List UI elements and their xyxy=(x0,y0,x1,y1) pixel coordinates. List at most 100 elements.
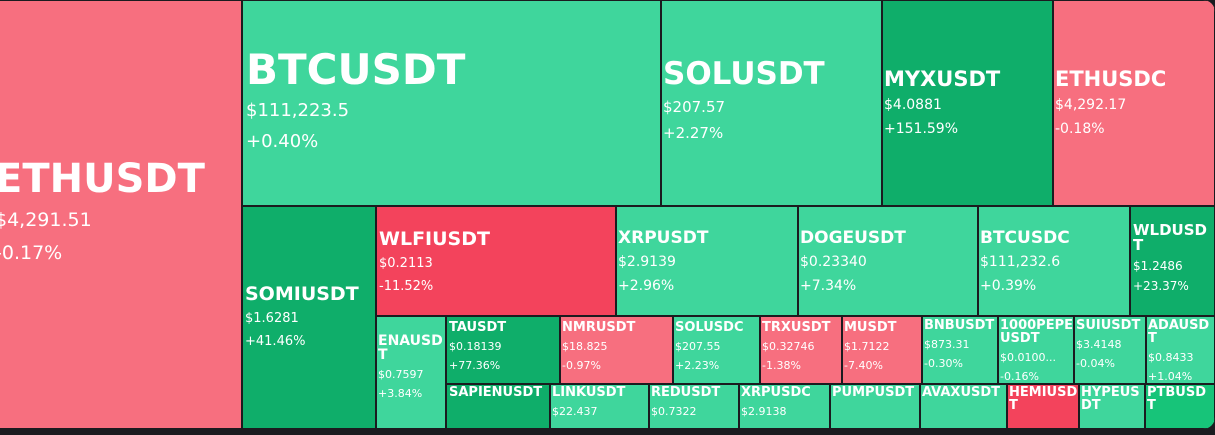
tile-price: $111,223.5 xyxy=(246,100,350,121)
tile-symbol: DOGEUSDT xyxy=(800,228,906,248)
tile-change: -0.97% xyxy=(562,359,601,373)
tile-price: $207.55 xyxy=(675,340,721,353)
tile-symbol: BTCUSDT xyxy=(246,45,466,94)
tile-symbol: WLFIUSDT xyxy=(379,228,490,250)
tile-change: -7.40% xyxy=(844,359,883,373)
tile-symbol: SUIUSDT xyxy=(1076,318,1141,333)
tile-price: $0.23340 xyxy=(800,254,867,270)
tile-trxusdt[interactable]: TRXUSDT $0.32746 -1.38% xyxy=(760,316,842,384)
tile-symbol: 1000PEPEUSDT xyxy=(1000,318,1073,346)
tile-price: $0.18139 xyxy=(449,340,502,353)
tile-change: +0.39% xyxy=(980,277,1037,294)
tile-price: $1.2486 xyxy=(1133,259,1183,273)
tile-change: -0.30% xyxy=(924,357,963,371)
tile-btcusdt[interactable]: BTCUSDT $111,223.5 +0.40% xyxy=(242,0,661,206)
tile-symbol: BNBUSDT xyxy=(924,318,995,333)
tile-price: $111,232.6 xyxy=(980,254,1061,270)
tile-tausdt[interactable]: TAUSDT $0.18139 +77.36% xyxy=(446,316,560,384)
tile-price: $1.6281 xyxy=(245,311,299,326)
tile-symbol: NMRUSDT xyxy=(562,320,636,335)
tile-price: $873.31 xyxy=(924,338,970,351)
tile-solusdc[interactable]: SOLUSDC $207.55 +2.23% xyxy=(673,316,760,384)
tile-symbol: TAUSDT xyxy=(449,320,507,335)
tile-symbol: ETHUSDT xyxy=(0,156,205,202)
tile-change: +2.23% xyxy=(675,359,720,373)
tile-price: $0.0100... xyxy=(1000,351,1056,364)
tile-symbol: SOMIUSDT xyxy=(245,283,359,305)
tile-change: -1.38% xyxy=(762,359,801,373)
tile-change: -0.17% xyxy=(0,241,63,264)
tile-hypeusdt[interactable]: HYPEUSDT xyxy=(1079,384,1145,429)
tile-change: -0.04% xyxy=(1076,357,1115,371)
tile-linkusdt[interactable]: LINKUSDT $22.437 xyxy=(550,384,649,429)
tile-adausdt[interactable]: ADAUSDT $0.8433 +1.04% xyxy=(1146,316,1215,384)
tile-1000pepeusdt[interactable]: 1000PEPEUSDT $0.0100... -0.16% xyxy=(998,316,1074,384)
tile-musdt[interactable]: MUSDT $1.7122 -7.40% xyxy=(842,316,922,384)
tile-symbol: ADAUSDT xyxy=(1148,318,1210,346)
tile-btcusdc[interactable]: BTCUSDC $111,232.6 +0.39% xyxy=(978,206,1130,316)
tile-myxusdt[interactable]: MYXUSDT $4.0881 +151.59% xyxy=(882,0,1053,206)
tile-symbol: HYPEUSDT xyxy=(1081,385,1140,413)
tile-change: +2.27% xyxy=(663,124,724,142)
tile-symbol: SAPIENUSDT xyxy=(449,385,543,400)
tile-ptbusdt[interactable]: PTBUSDT xyxy=(1145,384,1215,429)
tile-price: $0.2113 xyxy=(379,256,433,271)
tile-somiusdt[interactable]: SOMIUSDT $1.6281 +41.46% xyxy=(242,206,376,429)
tile-symbol: AVAXUSDT xyxy=(922,385,1001,400)
tile-symbol: ENAUSDT xyxy=(378,333,443,363)
tile-avaxusdt[interactable]: AVAXUSDT xyxy=(920,384,1007,429)
tile-symbol: XRPUSDT xyxy=(618,228,709,248)
tile-wlfiusdt[interactable]: WLFIUSDT $0.2113 -11.52% xyxy=(376,206,616,316)
tile-change: +2.96% xyxy=(618,277,675,294)
tile-symbol: SOLUSDC xyxy=(675,320,744,335)
tile-solusdt[interactable]: SOLUSDT $207.57 +2.27% xyxy=(661,0,882,206)
tile-symbol: REDUSDT xyxy=(651,385,721,400)
tile-symbol: MYXUSDT xyxy=(884,67,1001,91)
tile-dogeusdt[interactable]: DOGEUSDT $0.23340 +7.34% xyxy=(798,206,978,316)
tile-symbol: ETHUSDC xyxy=(1055,67,1167,91)
tile-ethusdc[interactable]: ETHUSDC $4,292.17 -0.18% xyxy=(1053,0,1215,206)
tile-price: $1.7122 xyxy=(844,340,890,353)
tile-change: -0.16% xyxy=(1000,370,1039,384)
tile-change: +77.36% xyxy=(449,359,501,373)
tile-xrpusdt[interactable]: XRPUSDT $2.9139 +2.96% xyxy=(616,206,798,316)
tile-suiusdt[interactable]: SUIUSDT $3.4148 -0.04% xyxy=(1074,316,1146,384)
tile-price: $0.8433 xyxy=(1148,351,1194,364)
tile-price: $2.9139 xyxy=(618,254,676,270)
tile-hemiusdt[interactable]: HEMIUSDT xyxy=(1007,384,1079,429)
tile-ethusdt[interactable]: ETHUSDT $4,291.51 -0.17% xyxy=(0,0,242,429)
tile-pumpusdt[interactable]: PUMPUSDT xyxy=(830,384,920,429)
tile-price: $4,292.17 xyxy=(1055,97,1127,113)
tile-price: $3.4148 xyxy=(1076,338,1122,351)
tile-redusdt[interactable]: REDUSDT $0.7322 xyxy=(649,384,739,429)
tile-price: $207.57 xyxy=(663,98,726,116)
tile-price: $4,291.51 xyxy=(0,209,92,231)
tile-price: $0.7322 xyxy=(651,405,697,418)
tile-symbol: PUMPUSDT xyxy=(832,385,915,400)
tile-change: -11.52% xyxy=(379,278,434,294)
tile-nmrusdt[interactable]: NMRUSDT $18.825 -0.97% xyxy=(560,316,673,384)
tile-symbol: BTCUSDC xyxy=(980,228,1070,248)
tile-sapienusdt[interactable]: SAPIENUSDT xyxy=(446,384,550,429)
tile-xrpusdc[interactable]: XRPUSDC $2.9138 xyxy=(739,384,830,429)
tile-price: $0.32746 xyxy=(762,340,815,353)
tile-price: $18.825 xyxy=(562,340,608,353)
tile-change: +151.59% xyxy=(884,120,959,137)
tile-symbol: TRXUSDT xyxy=(762,320,831,335)
tile-price: $0.7597 xyxy=(378,368,424,381)
tile-wldusdt[interactable]: WLDUSDT $1.2486 +23.37% xyxy=(1130,206,1215,316)
tile-change: +3.84% xyxy=(378,387,423,401)
tile-enausdt[interactable]: ENAUSDT $0.7597 +3.84% xyxy=(376,316,446,429)
tile-change: +0.40% xyxy=(246,130,319,152)
tile-symbol: WLDUSDT xyxy=(1133,221,1207,254)
tile-symbol: LINKUSDT xyxy=(552,385,626,400)
tile-price: $22.437 xyxy=(552,405,598,418)
tile-change: +23.37% xyxy=(1133,279,1189,294)
tile-change: +41.46% xyxy=(245,333,306,349)
tile-symbol: SOLUSDT xyxy=(663,56,825,92)
tile-bnbusdt[interactable]: BNBUSDT $873.31 -0.30% xyxy=(922,316,998,384)
tile-price: $2.9138 xyxy=(741,405,787,418)
tile-price: $4.0881 xyxy=(884,97,942,113)
tile-symbol: XRPUSDC xyxy=(741,385,811,400)
